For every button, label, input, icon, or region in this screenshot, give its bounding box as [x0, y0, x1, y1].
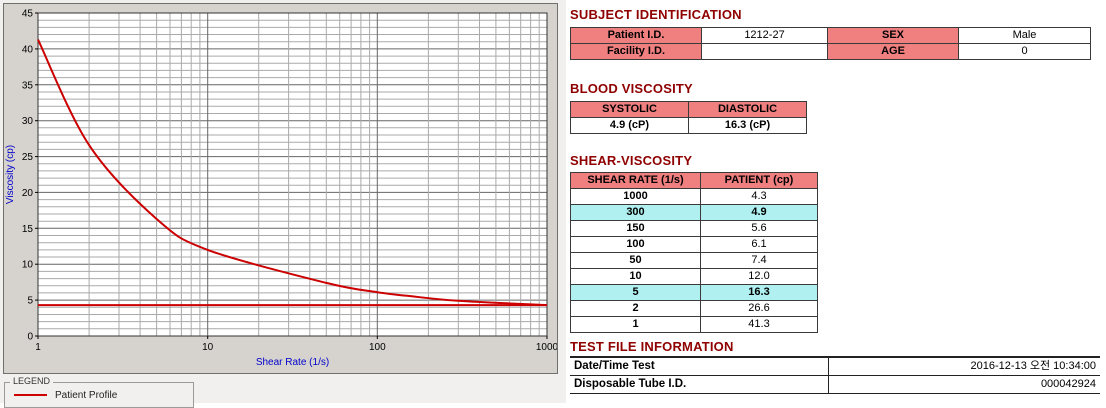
table-row: Date/Time Test 2016-12-13 오전 10:34:00	[570, 357, 1100, 376]
facility-id-label: Facility I.D.	[570, 43, 702, 60]
table-row: Disposable Tube I.D. 000042924	[570, 375, 1100, 394]
table-header-row: SHEAR RATE (1/s) PATIENT (cp)	[570, 172, 818, 189]
test-file-information-title: TEST FILE INFORMATION	[570, 339, 734, 354]
blood-viscosity-table: SYSTOLIC DIASTOLIC 4.9 (cP) 16.3 (cP)	[570, 101, 807, 134]
patient-value-cell: 26.6	[700, 300, 818, 317]
svg-text:10: 10	[22, 260, 34, 271]
chart-section: 0 5 10 15 20 25 30 35 40 45 1 10 100 1000 Shear Rate (…	[0, 0, 566, 408]
svg-text:Shear Rate (1/s): Shear Rate (1/s)	[256, 357, 329, 368]
shear-viscosity-title: SHEAR-VISCOSITY	[570, 153, 693, 168]
svg-text:1000: 1000	[536, 342, 557, 353]
disposable-tube-id-label: Disposable Tube I.D.	[570, 375, 828, 394]
shear-rate-cell: 50	[570, 252, 701, 269]
patient-profile-line-swatch	[14, 394, 47, 396]
table-row: 5 16.3	[570, 284, 818, 301]
table-row: Patient I.D. 1212-27 SEX Male	[570, 27, 1091, 44]
viscosity-chart-panel: 0 5 10 15 20 25 30 35 40 45 1 10 100 1000 Shear Rate (…	[3, 3, 558, 374]
legend-box: LEGEND Patient Profile	[4, 376, 194, 408]
legend-title: LEGEND	[10, 376, 54, 386]
subject-identification-table: Patient I.D. 1212-27 SEX Male Facility I…	[570, 27, 1091, 60]
table-row: SYSTOLIC DIASTOLIC	[570, 101, 807, 118]
patient-value-cell: 7.4	[700, 252, 818, 269]
shear-rate-cell: 1	[570, 316, 701, 333]
shear-rate-cell: 1000	[570, 188, 701, 205]
patient-value-cell: 4.3	[700, 188, 818, 205]
svg-text:100: 100	[369, 342, 386, 353]
subject-identification-title: SUBJECT IDENTIFICATION	[570, 7, 742, 22]
blood-viscosity-title: BLOOD VISCOSITY	[570, 81, 693, 96]
svg-text:40: 40	[22, 44, 34, 55]
test-file-information-table: Date/Time Test 2016-12-13 오전 10:34:00 Di…	[570, 356, 1100, 394]
patient-value-cell: 6.1	[700, 236, 818, 253]
date-time-test-label: Date/Time Test	[570, 357, 828, 376]
svg-text:20: 20	[22, 188, 34, 199]
shear-rate-cell: 300	[570, 204, 701, 221]
shear-rate-header: SHEAR RATE (1/s)	[570, 172, 701, 189]
systolic-value: 4.9 (cP)	[570, 117, 689, 134]
table-row: 100 6.1	[570, 236, 818, 253]
svg-text:0: 0	[27, 332, 33, 343]
legend-item: Patient Profile	[5, 383, 193, 407]
svg-text:30: 30	[22, 116, 34, 127]
table-row: 1000 4.3	[570, 188, 818, 205]
table-row: 150 5.6	[570, 220, 818, 237]
patient-id-label: Patient I.D.	[570, 27, 702, 44]
table-row: 10 12.0	[570, 268, 818, 285]
shear-rate-cell: 10	[570, 268, 701, 285]
systolic-header: SYSTOLIC	[570, 101, 689, 118]
table-row: 4.9 (cP) 16.3 (cP)	[570, 117, 807, 134]
shear-rate-cell: 5	[570, 284, 701, 301]
svg-text:45: 45	[22, 9, 34, 20]
svg-text:Viscosity (cp): Viscosity (cp)	[5, 145, 16, 204]
patient-value-cell: 4.9	[700, 204, 818, 221]
table-row: 300 4.9	[570, 204, 818, 221]
patient-id-value: 1212-27	[701, 27, 828, 44]
svg-text:15: 15	[22, 224, 34, 235]
shear-viscosity-table: SHEAR RATE (1/s) PATIENT (cp) 1000 4.3 3…	[570, 172, 818, 333]
table-row: 2 26.6	[570, 300, 818, 317]
age-label: AGE	[827, 43, 959, 60]
shear-rate-cell: 100	[570, 236, 701, 253]
report-details: SUBJECT IDENTIFICATION Patient I.D. 1212…	[570, 0, 1106, 403]
patient-cp-header: PATIENT (cp)	[700, 172, 818, 189]
diastolic-value: 16.3 (cP)	[688, 117, 807, 134]
table-row: Facility I.D. AGE 0	[570, 43, 1091, 60]
patient-value-cell: 12.0	[700, 268, 818, 285]
svg-text:5: 5	[27, 296, 33, 307]
patient-value-cell: 41.3	[700, 316, 818, 333]
diastolic-header: DIASTOLIC	[688, 101, 807, 118]
shear-rate-cell: 150	[570, 220, 701, 237]
legend-item-label: Patient Profile	[55, 389, 118, 401]
sex-value: Male	[958, 27, 1091, 44]
date-time-test-value: 2016-12-13 오전 10:34:00	[827, 357, 1100, 376]
svg-text:1: 1	[35, 342, 41, 353]
svg-text:25: 25	[22, 152, 34, 163]
shear-viscosity-chart: 0 5 10 15 20 25 30 35 40 45 1 10 100 1000 Shear Rate (…	[5, 9, 557, 369]
facility-id-value	[701, 43, 828, 60]
svg-text:35: 35	[22, 80, 34, 91]
shear-rate-cell: 2	[570, 300, 701, 317]
age-value: 0	[958, 43, 1091, 60]
patient-value-cell: 5.6	[700, 220, 818, 237]
table-row: 1 41.3	[570, 316, 818, 333]
svg-text:10: 10	[202, 342, 214, 353]
patient-value-cell: 16.3	[700, 284, 818, 301]
table-row: 50 7.4	[570, 252, 818, 269]
sex-label: SEX	[827, 27, 959, 44]
disposable-tube-id-value: 000042924	[827, 375, 1100, 394]
